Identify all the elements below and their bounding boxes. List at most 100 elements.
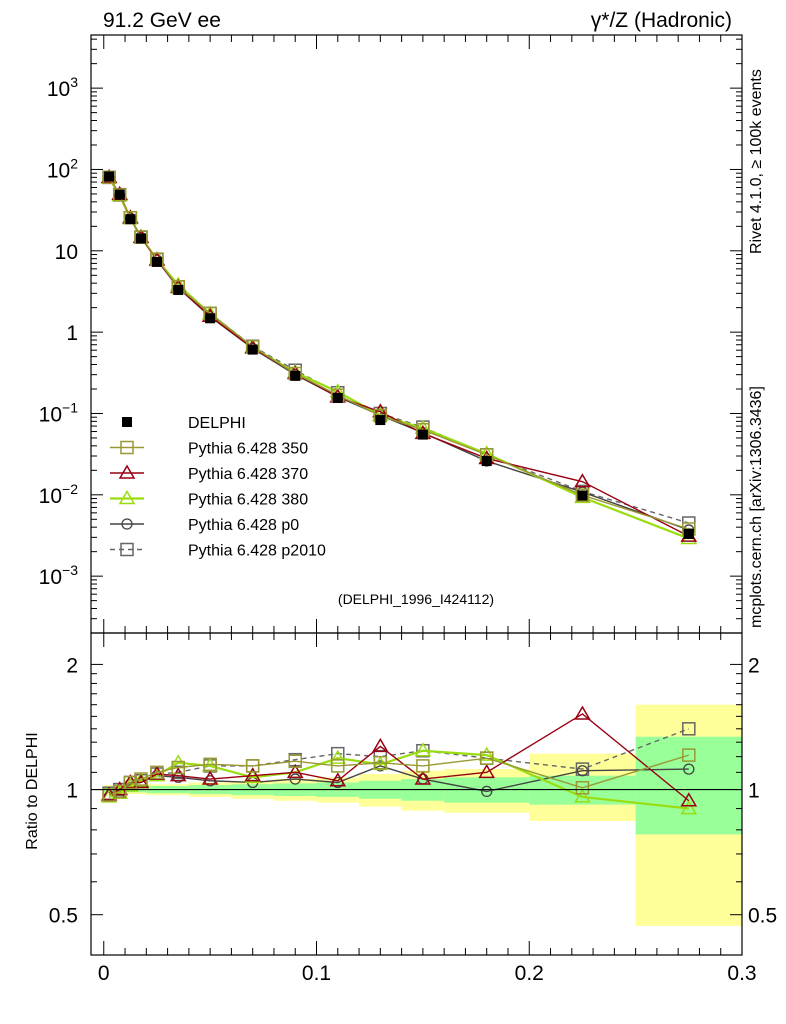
reference-label: (DELPHI_1996_I424112) [338,591,494,607]
point-data [290,370,301,381]
ratio-point-p0 [683,763,695,775]
y-tick-label: 10−2 [39,481,79,508]
legend-marker-p380 [118,490,136,505]
series-line-p380 [108,177,690,540]
ratio-line-p350 [108,754,690,796]
ratio-series-p370 [100,705,698,807]
axes-labels: 10−3 10−2 10−1 1 10 102 103 0 0.1 0.2 0.3 0.5 0.5 1 1 2… [39,74,778,985]
point-data [114,189,125,200]
point-data [332,392,343,403]
ratio-series-p350 [102,748,696,802]
legend-label: Pythia 6.428 p0 [188,517,299,534]
y-tick-label: 10−3 [39,562,79,589]
ratio-point-p350 [288,754,302,768]
ratio-point-p350 [245,759,260,773]
ratio-y-tick-label-right: 2 [748,654,760,677]
point-data [151,256,162,267]
legend-entry: DELPHI [122,415,246,432]
ratio-point-p370 [286,763,304,779]
x-tick-label: 0.2 [515,962,544,985]
ratio-y-tick-label: 2 [66,654,78,677]
ratio-point-p380 [680,800,698,815]
ratio-y-tick-label: 1 [66,780,78,803]
legend-marker-p350 [120,440,134,455]
ratio-point-p370 [414,770,432,785]
legend: DELPHI Pythia 6.428 350 Pythia 6.428 370 Py… [110,415,326,560]
legend-marker-data [122,417,132,427]
ratio-point-p370 [201,770,219,785]
mcplots-label: mcplots.cern.ch [arXiv:1306.3436] [748,386,765,628]
ratio-ylabel: Ratio to DELPHI [24,732,41,849]
ratio-point-p370 [372,737,389,753]
x-tick-label: 0.1 [302,962,331,985]
y-tick-label: 1 [66,322,78,345]
legend-entry: Pythia 6.428 350 [110,441,308,458]
point-p370 [574,473,591,488]
ratio-point-p0 [481,785,493,798]
point-data [375,415,386,426]
main-series [100,168,698,545]
ratio-point-p380 [329,749,347,764]
ratio-point-p350 [171,760,185,775]
point-p350 [102,170,116,185]
legend-label: Pythia 6.428 370 [188,466,308,483]
point-data [104,171,115,182]
point-p350 [112,188,127,202]
point-data [247,344,258,355]
ratio-y-tick-label-right: 0.5 [748,905,777,928]
ratio-y-tick-label-right: 1 [748,780,760,803]
legend-label: Pythia 6.428 350 [188,441,308,458]
ratio-series [100,705,698,815]
ratio-point-p350 [479,751,494,765]
right-title: γ*/Z (Hadronic) [591,9,732,32]
ratio-point-p370 [329,772,347,787]
ratio-point-p350 [112,784,127,799]
ratio-point-p370 [169,767,187,782]
ratio-point-p350 [416,759,430,773]
point-data [683,528,694,539]
ratio-point-p380 [414,742,432,757]
legend-entry: Pythia 6.428 p2010 [110,543,326,560]
y-tick-label: 10−1 [39,399,79,426]
legend-marker-p0 [121,518,133,530]
ratio-point-p0 [289,773,301,785]
legend-entry: Pythia 6.428 370 [110,464,308,483]
point-data [135,233,146,244]
ratio-point-p350 [331,759,345,773]
legend-label: DELPHI [188,415,246,432]
ratio-point-p350 [150,765,164,780]
main-frame [90,34,743,634]
ratio-point-p350 [203,757,217,772]
ratio-frame [90,632,743,956]
series-p370 [100,168,698,542]
ratio-point-p370 [574,705,591,720]
ratio-point-p0 [576,765,589,777]
ratio-axes-box [90,632,743,956]
point-data [481,456,492,467]
ratio-point-p350 [575,781,590,795]
ratio-point-p370 [680,792,698,807]
left-title: 91.2 GeV ee [103,9,221,32]
ratio-point-p350 [123,775,138,790]
point-data [577,490,588,501]
legend-entry: Pythia 6.428 p0 [110,517,299,534]
ratio-point-p380 [100,788,118,803]
ratio-point-p350 [373,756,388,770]
series-p380 [100,169,698,545]
y-tick-label: 102 [47,155,78,182]
ratio-point-p370 [478,763,496,779]
legend-label: Pythia 6.428 p2010 [188,543,326,560]
ratio-point-p350 [134,772,148,786]
ratio-point-p370 [132,773,150,789]
ratio-bands [103,704,742,926]
ratio-point-p370 [244,767,261,782]
band-green [635,736,742,835]
point-data [125,214,136,225]
y-tick-label: 10 [55,241,78,264]
rivet-label: Rivet 4.1.0, ≥ 100k events [748,69,765,254]
legend-marker-p2010 [120,542,134,557]
series-data [104,171,694,539]
x-tick-label: 0.3 [727,962,756,985]
legend-entry: Pythia 6.428 380 [110,490,308,509]
